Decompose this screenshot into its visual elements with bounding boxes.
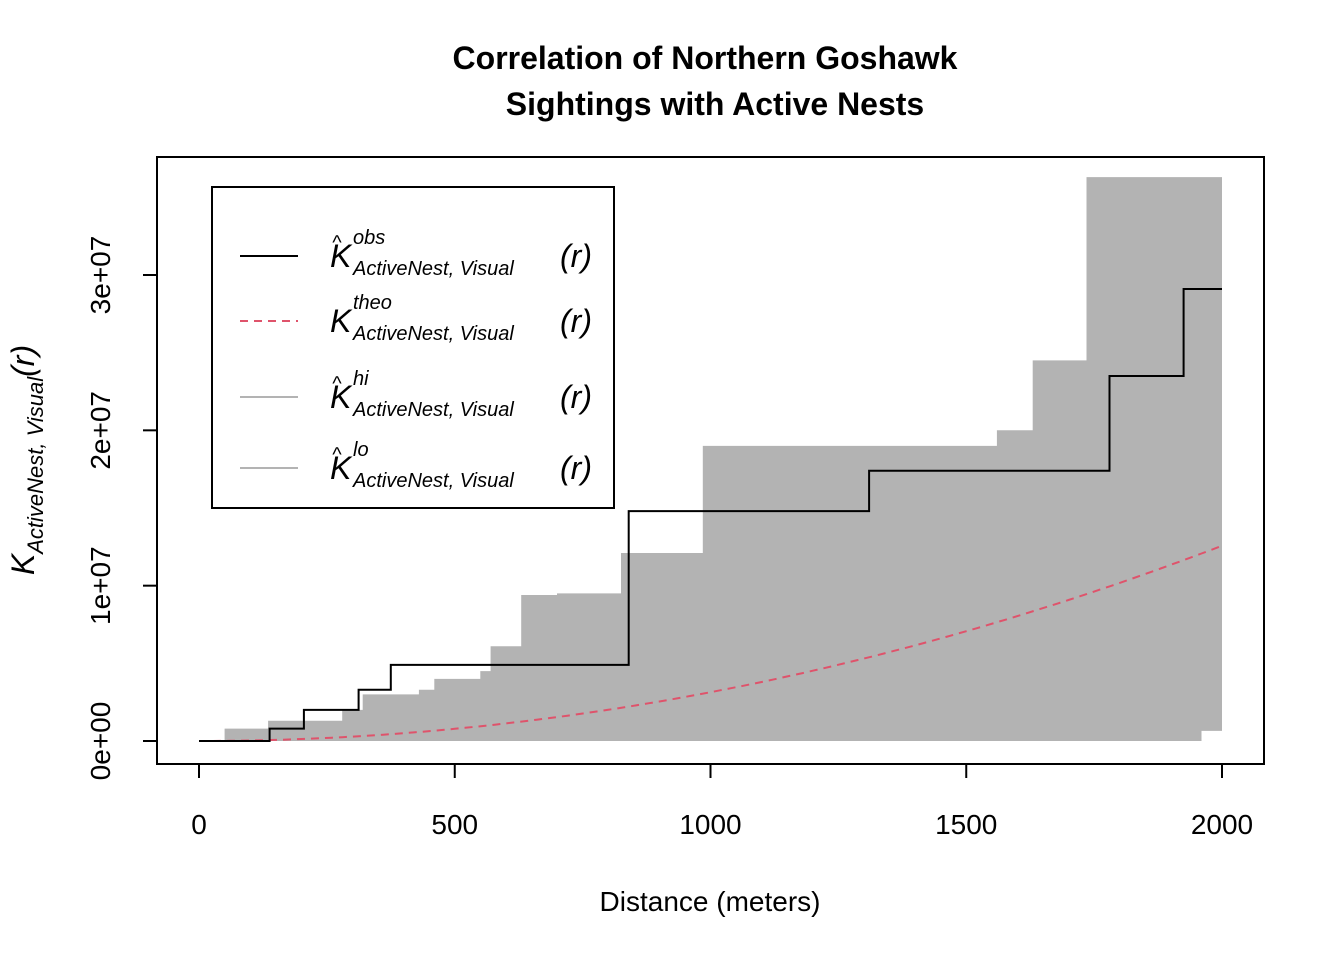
envelope-band — [199, 177, 1222, 742]
y-tick-label: 3e+07 — [85, 236, 116, 315]
x-tick-label: 1000 — [679, 809, 741, 840]
legend-superscript: hi — [353, 368, 369, 390]
y-axis-label: KActiveNest, Visual(r) — [5, 345, 48, 575]
x-axis-label: Distance (meters) — [600, 886, 821, 917]
legend-argument: (r) — [560, 379, 592, 415]
chart-title: Correlation of Northern Goshawk Sighting… — [453, 40, 958, 122]
y-tick-label: 1e+07 — [85, 546, 116, 625]
legend-subscript: ActiveNest, Visual — [352, 399, 514, 421]
legend-item-hi: K^ hi ActiveNest, Visual (r) — [240, 368, 592, 421]
y-tick-label: 0e+00 — [85, 702, 116, 781]
chart-title-line-1: Correlation of Northern Goshawk — [453, 40, 958, 76]
legend-subscript: ActiveNest, Visual — [352, 323, 514, 345]
y-axis-label-sub: ActiveNest, Visual — [23, 376, 48, 556]
legend-hat: ^ — [332, 444, 342, 466]
legend-hat: ^ — [332, 232, 342, 254]
legend-symbol: K — [330, 379, 353, 415]
legend-subscript: ActiveNest, Visual — [352, 470, 514, 492]
legend-argument: (r) — [560, 450, 592, 486]
legend-subscript: ActiveNest, Visual — [352, 258, 514, 280]
legend-superscript: lo — [353, 439, 369, 461]
plot-area — [199, 177, 1223, 742]
y-axis: 0e+00 1e+07 2e+07 3e+07 — [85, 236, 158, 781]
legend-symbol: K — [330, 238, 353, 274]
legend-hat: ^ — [332, 373, 342, 395]
legend-symbol: K — [330, 303, 353, 339]
x-tick-label: 500 — [431, 809, 478, 840]
x-tick-label: 2000 — [1191, 809, 1253, 840]
series-obs-line — [199, 288, 1222, 742]
legend-item-obs: K^ obs ActiveNest, Visual (r) — [240, 227, 592, 280]
x-axis: 0 500 1000 1500 2000 — [191, 763, 1253, 840]
legend-superscript: obs — [353, 227, 385, 249]
legend-argument: (r) — [560, 303, 592, 339]
y-tick-label: 2e+07 — [85, 391, 116, 470]
series-theo-line — [199, 544, 1223, 742]
y-axis-label-arg: (r) — [5, 345, 41, 377]
x-tick-label: 1500 — [935, 809, 997, 840]
chart-title-line-2: Sightings with Active Nests — [506, 86, 924, 122]
legend-symbol: K — [330, 450, 353, 486]
legend-item-lo: K^ lo ActiveNest, Visual (r) — [240, 439, 592, 492]
y-axis-label-main: K — [5, 552, 41, 575]
svg-text:KActiveNest, Visual(r): KActiveNest, Visual(r) — [5, 345, 48, 575]
legend-superscript: theo — [353, 292, 392, 314]
legend-argument: (r) — [560, 238, 592, 274]
x-tick-label: 0 — [191, 809, 207, 840]
legend-box — [211, 186, 615, 509]
